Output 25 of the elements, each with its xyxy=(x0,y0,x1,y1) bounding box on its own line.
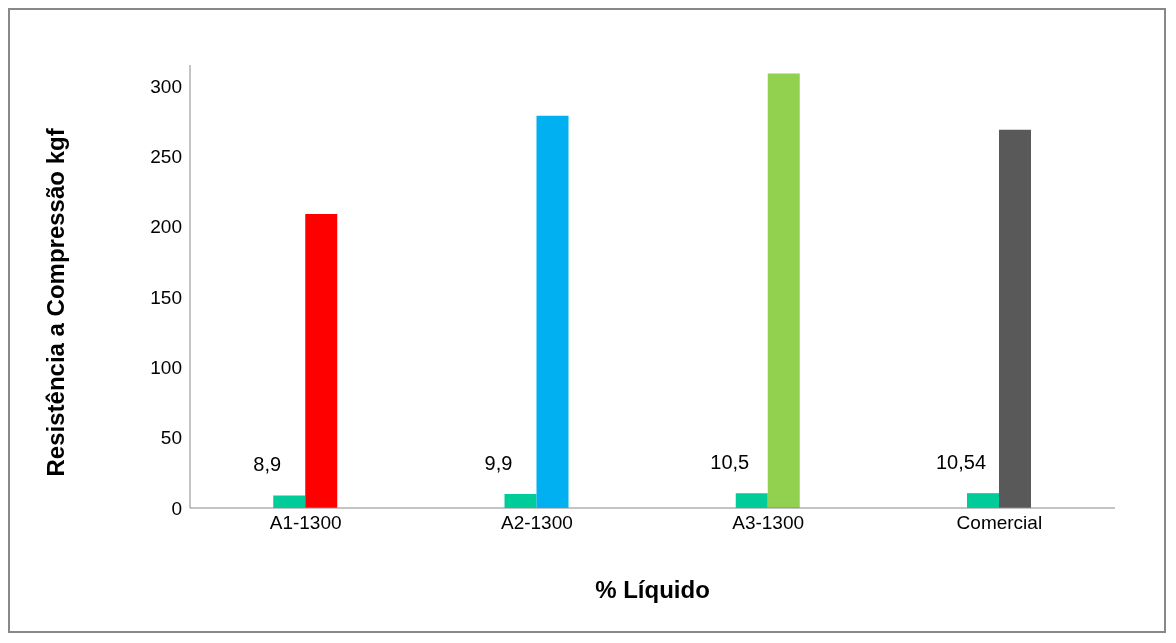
y-tick-label: 150 xyxy=(150,286,182,308)
bar xyxy=(305,214,338,508)
x-tick-label: A2-1300 xyxy=(500,512,573,534)
x-tick-label: A3-1300 xyxy=(732,512,805,534)
bar xyxy=(504,494,537,508)
y-tick-label: 300 xyxy=(150,75,182,97)
data-label: 9,9 xyxy=(484,452,513,475)
y-tick-label: 0 xyxy=(171,497,182,519)
bar xyxy=(273,495,306,508)
bar xyxy=(767,73,800,508)
x-tick-label: A1-1300 xyxy=(269,512,342,534)
x-axis-title: % Líquido xyxy=(595,576,710,603)
x-tick-label: Comercial xyxy=(956,512,1043,534)
y-tick-label: 250 xyxy=(150,146,182,168)
bar xyxy=(967,493,999,508)
bar xyxy=(999,129,1031,508)
y-tick-label: 50 xyxy=(160,427,182,449)
bar xyxy=(536,115,569,508)
data-label: 8,9 xyxy=(253,453,282,476)
bar xyxy=(735,493,768,508)
y-tick-label: 200 xyxy=(150,216,182,238)
y-axis-title: Resistência a Compressão kgf xyxy=(41,127,69,477)
y-tick-label: 100 xyxy=(150,357,182,379)
data-label: 10,5 xyxy=(710,451,750,474)
data-label: 10,54 xyxy=(935,451,987,474)
